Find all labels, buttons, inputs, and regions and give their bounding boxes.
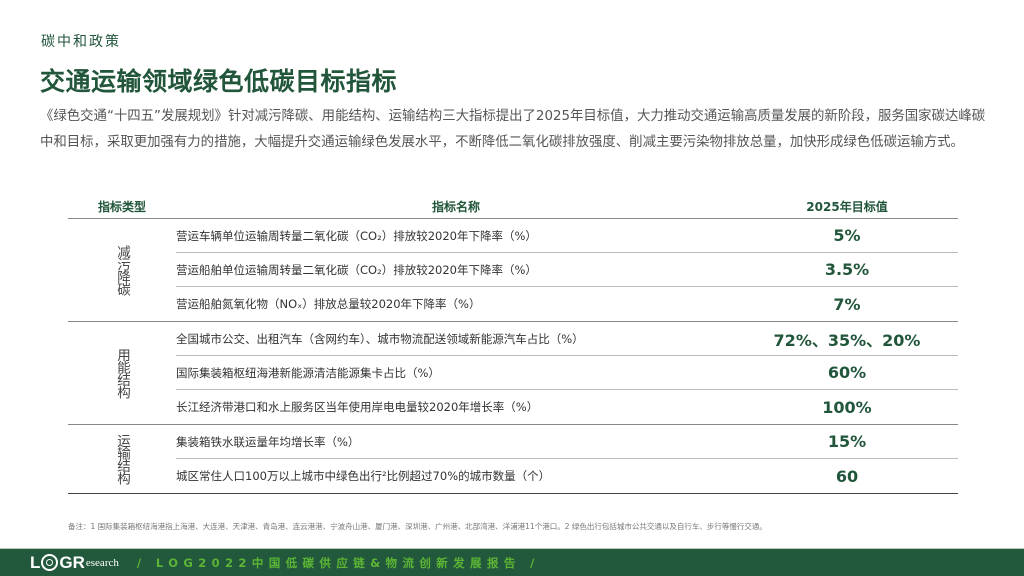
target-value: 5% [833, 226, 861, 245]
table-row: 国际集装箱枢纽海港新能源清洁能源集卡占比（%） 60% [176, 356, 958, 390]
header-indicator-name: 指标名称 [431, 200, 480, 214]
target-value: 100% [822, 397, 872, 417]
targets-table: 指标类型 指标名称 2025年目标值 减污降碳 营运车辆单位运输周转量二氧化碳（… [68, 195, 958, 494]
group-energy-structure: 用能结构 全国城市公交、出租汽车（含网约车）、城市物流配送领域新能源汽车占比（%… [68, 322, 958, 425]
target-value: 60 [835, 466, 859, 486]
indicator-name: 城区常住人口100万以上城市中绿色出行²比例超过70%的城市数量（个） [176, 469, 551, 483]
page-title: 交通运输领域绿色低碳目标指标 [40, 67, 398, 96]
target-value: 60% [827, 363, 867, 382]
footer-bar: L GR esearch / LOG2022中国低碳供应链&物流创新发展报告 / [0, 548, 1024, 576]
target-value: 7% [833, 294, 861, 314]
table-row: 全国城市公交、出租汽车（含网约车）、城市物流配送领域新能源汽车占比（%） 72%… [176, 322, 958, 356]
header-target-value: 2025年目标值 [806, 200, 888, 214]
indicator-name: 营运船舶氮氧化物（NOₓ）排放总量较2020年下降率（%） [176, 297, 481, 311]
report-title: / LOG2022中国低碳供应链&物流创新发展报告 / [136, 555, 540, 570]
section-label: 碳中和政策 [41, 34, 121, 50]
table-header: 指标类型 指标名称 2025年目标值 [68, 195, 958, 219]
table-row: 长江经济带港口和水上服务区当年使用岸电电量较2020年增长率（%） 100% [176, 390, 958, 424]
table-row: 集装箱铁水联运量年均增长率（%） 15% [176, 425, 958, 459]
target-value: 3.5% [824, 260, 870, 279]
logo-ring-icon [41, 554, 59, 571]
target-value: 72%、35%、20% [773, 330, 921, 350]
group-pollution-carbon: 减污降碳 营运车辆单位运输周转量二氧化碳（CO₂）排放较2020年下降率（%） … [68, 219, 958, 322]
group-label: 减污降碳 [114, 245, 130, 295]
table-row: 营运船舶单位运输周转量二氧化碳（CO₂）排放较2020年下降率（%） 3.5% [176, 253, 958, 287]
group-label: 运输结构 [114, 434, 130, 484]
logo: L GR esearch [30, 552, 119, 572]
indicator-name: 集装箱铁水联运量年均增长率（%） [176, 434, 360, 449]
indicator-name: 国际集装箱枢纽海港新能源清洁能源集卡占比（%） [176, 365, 440, 380]
indicator-name: 营运车辆单位运输周转量二氧化碳（CO₂）排放较2020年下降率（%） [176, 228, 537, 243]
indicator-name: 全国城市公交、出租汽车（含网约车）、城市物流配送领域新能源汽车占比（%） [176, 331, 584, 346]
footnote: 备注：1 国际集装箱枢纽海港指上海港、大连港、天津港、青岛港、连云港港、宁波舟山… [68, 522, 767, 531]
table-row: 营运车辆单位运输周转量二氧化碳（CO₂）排放较2020年下降率（%） 5% [176, 219, 958, 253]
indicator-name: 营运船舶单位运输周转量二氧化碳（CO₂）排放较2020年下降率（%） [176, 262, 537, 277]
table-row: 营运船舶氮氧化物（NOₓ）排放总量较2020年下降率（%） 7% [176, 287, 958, 321]
header-indicator-type: 指标类型 [97, 200, 146, 214]
group-transport-structure: 运输结构 集装箱铁水联运量年均增长率（%） 15% 城区常住人口100万以上城市… [68, 425, 958, 494]
target-value: 15% [827, 432, 867, 451]
table-row: 城区常住人口100万以上城市中绿色出行²比例超过70%的城市数量（个） 60 [176, 459, 958, 493]
indicator-name: 长江经济带港口和水上服务区当年使用岸电电量较2020年增长率（%） [176, 400, 539, 414]
intro-paragraph: 《绿色交通“十四五”发展规划》针对减污降碳、用能结构、运输结构三大指标提出了20… [40, 109, 986, 150]
group-label: 用能结构 [114, 348, 130, 398]
